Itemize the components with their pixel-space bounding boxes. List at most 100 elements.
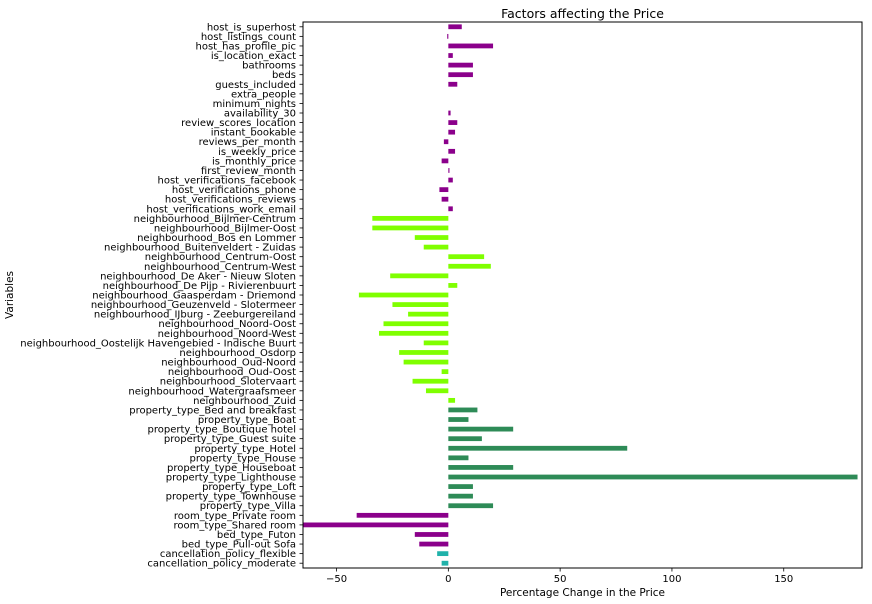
x-axis-ticks: −50 0 50 100 150 [326, 568, 793, 585]
y-tick-label: bed_type_Pull-out Sofa [182, 540, 296, 551]
y-tick-label: review_scores_location [181, 118, 296, 129]
bar [419, 541, 449, 547]
y-tick-label: property_type_Bed and breakfast [129, 405, 296, 416]
y-tick-label: availability_30 [224, 109, 296, 120]
bar [439, 187, 449, 193]
y-tick-label: host_has_profile_pic [196, 41, 296, 52]
bar [441, 158, 449, 164]
y-tick-label: instant_bookable [211, 128, 296, 139]
y-tick-label: neighbourhood_Noord-Oost [158, 319, 296, 330]
bar [448, 465, 514, 470]
y-tick-label: cancellation_policy_flexible [160, 549, 296, 560]
bar [448, 445, 628, 451]
bar [448, 168, 450, 173]
bar [372, 215, 449, 221]
bar [448, 426, 514, 432]
bar [448, 503, 494, 509]
y-tick-label: neighbourhood_Oostelijk Havengebied - In… [20, 338, 296, 349]
bar [448, 148, 456, 154]
x-axis-title: Percentage Change in the Price [500, 587, 665, 599]
y-tick-label: neighbourhood_Oud-Noord [161, 358, 296, 369]
bar [390, 273, 449, 279]
y-tick-label: neighbourhood_Slotervaart [160, 377, 296, 388]
y-tick-label: room_type_Shared room [174, 520, 296, 531]
bar [448, 484, 473, 489]
y-tick-label: host_verifications_facebook [157, 176, 296, 187]
bar [437, 551, 449, 557]
y-tick-label: bed_type_Futon [217, 530, 296, 541]
x-tick-label: −50 [326, 574, 347, 585]
bar [403, 359, 449, 365]
bar [408, 311, 449, 317]
bar [448, 129, 456, 135]
y-axis-title: Variables [4, 271, 16, 319]
bar [448, 206, 453, 212]
y-tick-label: property_type_Lighthouse [166, 473, 296, 484]
y-tick-label: room_type_Private room [174, 511, 296, 522]
bar [448, 455, 469, 461]
bar [447, 33, 449, 39]
bar [448, 177, 453, 183]
y-tick-label: first_review_month [201, 166, 296, 177]
bar [441, 369, 449, 375]
bar [372, 225, 449, 231]
y-tick-label: neighbourhood_Centrum-West [144, 262, 296, 273]
y-tick-label: extra_people [231, 89, 296, 100]
bar [448, 120, 458, 125]
bar [448, 436, 482, 442]
y-tick-label: neighbourhood_Bos en Lommer [137, 233, 297, 244]
bar [448, 283, 458, 288]
y-tick-label: is_monthly_price [212, 156, 296, 167]
y-tick-label: neighbourhood_IJburg - Zeeburgereiland [94, 310, 296, 321]
bar [303, 522, 449, 528]
bar [412, 378, 449, 384]
y-tick-label: reviews_per_month [199, 137, 296, 148]
bar [379, 330, 449, 336]
bar [423, 244, 449, 250]
bar [443, 139, 449, 145]
y-tick-label: neighbourhood_Zuid [193, 396, 296, 407]
y-tick-label: neighbourhood_De Pijp - Rivierenbuurt [103, 281, 296, 292]
bar [448, 254, 485, 260]
y-tick-label: property_type_Boat [198, 415, 296, 426]
bar [448, 397, 456, 403]
bar [448, 81, 458, 87]
y-tick-label: neighbourhood_Centrum-Oost [145, 252, 296, 263]
y-tick-label: host_verifications_work_email [146, 204, 296, 215]
bar [448, 474, 858, 480]
y-tick-label: neighbourhood_Geuzenveld - Slotermeer [91, 300, 297, 311]
bar [448, 110, 451, 116]
bar [448, 417, 469, 422]
y-tick-label: cancellation_policy_moderate [147, 559, 296, 570]
bar [448, 24, 462, 30]
y-tick-label: beds [272, 70, 296, 81]
bar [448, 62, 473, 68]
y-tick-label: host_verifications_phone [172, 185, 296, 196]
y-tick-label: guests_included [215, 80, 296, 91]
y-tick-label: neighbourhood_Buitenveldert - Zuidas [104, 243, 296, 254]
bar [425, 388, 449, 394]
bar [392, 302, 449, 307]
bar [448, 407, 478, 413]
y-tick-label: property_type_Hotel [194, 444, 296, 455]
y-tick-label: property_type_Boutique hotel [148, 425, 297, 436]
y-tick-label: neighbourhood_De Aker - Nieuw Sloten [100, 271, 296, 282]
chart-title: Factors affecting the Price [501, 6, 664, 21]
bar [448, 263, 491, 269]
y-tick-label: property_type_Houseboat [167, 463, 296, 474]
bar [356, 512, 449, 518]
y-tick-label: host_listings_count [201, 32, 296, 43]
plot-frame [302, 21, 863, 569]
bar [399, 350, 449, 355]
bar [423, 340, 449, 346]
y-tick-label: property_type_House [190, 453, 296, 464]
bar [448, 43, 494, 49]
bar [414, 532, 449, 537]
y-tick-label: neighbourhood_Gaasperdam - Driemond [92, 291, 296, 302]
bar [441, 196, 449, 202]
bar [448, 493, 473, 499]
y-tick-label: property_type_Loft [202, 482, 296, 493]
y-tick-label: is_location_exact [211, 51, 296, 62]
y-tick-label: neighbourhood_Noord-West [158, 329, 296, 340]
